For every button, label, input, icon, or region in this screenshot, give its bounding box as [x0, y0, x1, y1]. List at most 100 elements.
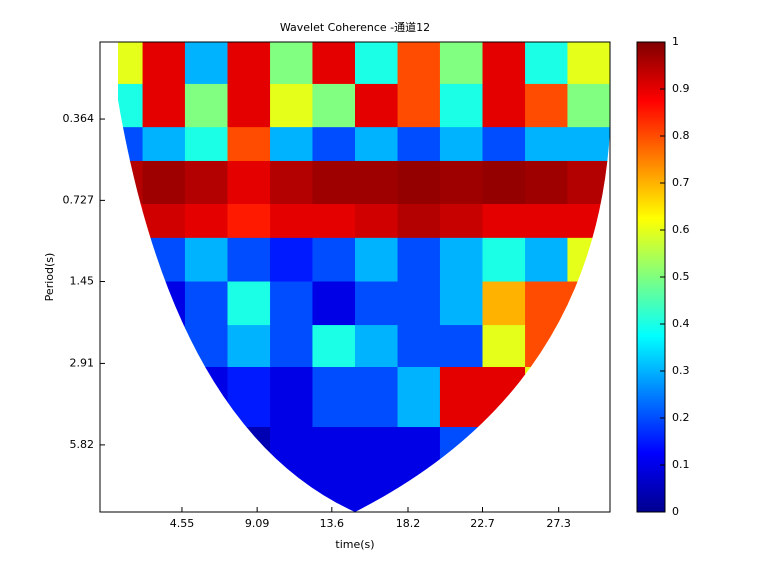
colorbar-tick-label: 0.3: [672, 364, 690, 377]
heat-cell: [355, 42, 399, 85]
heat-cell: [397, 366, 441, 428]
heat-cell: [100, 42, 144, 85]
heat-cell: [482, 366, 526, 428]
heat-cell: [567, 281, 610, 326]
heat-cell: [312, 366, 356, 428]
heat-cell: [355, 237, 399, 283]
heat-cell: [397, 127, 441, 162]
x-axis-label: time(s): [335, 538, 374, 551]
heat-cell: [227, 237, 271, 283]
heat-cell: [482, 204, 526, 239]
heat-cell: [270, 204, 313, 239]
heat-cell: [439, 83, 483, 128]
heat-cell: [142, 281, 186, 326]
colorbar-tick-label: 0.8: [672, 129, 690, 142]
colorbar-tick-label: 0: [672, 505, 679, 518]
heat-cell: [184, 281, 228, 326]
heat-cell: [482, 127, 526, 162]
heat-cell: [142, 237, 186, 283]
heat-cell: [142, 42, 186, 85]
heat-cell: [397, 281, 441, 326]
heat-cell: [312, 325, 356, 368]
colorbar-tick-label: 0.9: [672, 82, 690, 95]
heat-cell: [184, 237, 228, 283]
heat-cell: [227, 427, 271, 512]
colorbar-tick-label: 0.5: [672, 270, 690, 283]
colorbar-tick-label: 0.1: [672, 458, 690, 471]
heat-cell: [355, 127, 399, 162]
heat-cell: [355, 281, 399, 326]
heat-cell: [397, 42, 441, 85]
heat-cell: [270, 366, 313, 428]
heat-cell: [312, 427, 356, 512]
heat-cell: [184, 42, 228, 85]
heat-cell: [355, 325, 399, 368]
heat-cell: [270, 281, 313, 326]
heat-cell: [482, 160, 526, 205]
heat-cell: [439, 237, 483, 283]
heat-cell: [227, 204, 271, 239]
heat-cell: [270, 160, 313, 205]
heat-cell: [312, 42, 356, 85]
heat-cell: [567, 83, 610, 128]
heat-cell: [439, 127, 483, 162]
heat-cell: [100, 127, 144, 162]
heat-cell: [227, 325, 271, 368]
heat-cell: [355, 83, 399, 128]
heat-cell: [482, 325, 526, 368]
x-tick-label: 9.09: [245, 517, 270, 530]
heat-cell: [100, 160, 144, 205]
heat-cell: [397, 325, 441, 368]
heat-cell: [270, 127, 313, 162]
heat-cell: [142, 427, 186, 512]
heat-cell: [525, 427, 568, 512]
heat-cell: [482, 427, 526, 512]
heat-cell: [482, 237, 526, 283]
heat-cell: [270, 325, 313, 368]
heat-cell: [567, 427, 610, 512]
heat-cell: [439, 160, 483, 205]
heat-cell: [567, 160, 610, 205]
heat-cell: [567, 366, 610, 428]
heat-cell: [227, 281, 271, 326]
heat-cell: [397, 204, 441, 239]
heat-cell: [312, 83, 356, 128]
heat-cell: [312, 160, 356, 205]
heat-cell: [184, 160, 228, 205]
colorbar-tick-label: 0.4: [672, 317, 690, 330]
heat-cell: [397, 160, 441, 205]
colorbar-tick-label: 0.6: [672, 223, 690, 236]
heatmap: [100, 42, 610, 512]
x-tick-label: 4.55: [170, 517, 195, 530]
heat-cell: [312, 281, 356, 326]
heat-cell: [227, 127, 271, 162]
heat-cell: [184, 127, 228, 162]
y-tick-label: 1.45: [70, 275, 95, 288]
heat-cell: [100, 237, 144, 283]
heat-cell: [525, 366, 568, 428]
heat-cell: [525, 160, 568, 205]
heat-cell: [525, 325, 568, 368]
heat-cell: [100, 366, 144, 428]
heat-cell: [355, 160, 399, 205]
x-tick-label: 13.6: [320, 517, 345, 530]
heat-cell: [525, 127, 568, 162]
heat-cell: [355, 427, 399, 512]
heat-cell: [270, 427, 313, 512]
heat-cell: [227, 83, 271, 128]
x-tick-label: 18.2: [396, 517, 421, 530]
heat-cell: [184, 204, 228, 239]
y-tick-label: 2.91: [70, 356, 95, 369]
colorbar-tick-label: 0.7: [672, 176, 690, 189]
heat-cell: [567, 237, 610, 283]
heat-cell: [355, 204, 399, 239]
heat-cell: [397, 427, 441, 512]
y-axis-label: Period(s): [43, 253, 56, 302]
y-tick-label: 0.364: [63, 112, 95, 125]
heat-cell: [184, 83, 228, 128]
heat-cell: [100, 325, 144, 368]
heat-cell: [312, 204, 356, 239]
heat-cell: [184, 427, 228, 512]
heat-cell: [482, 42, 526, 85]
